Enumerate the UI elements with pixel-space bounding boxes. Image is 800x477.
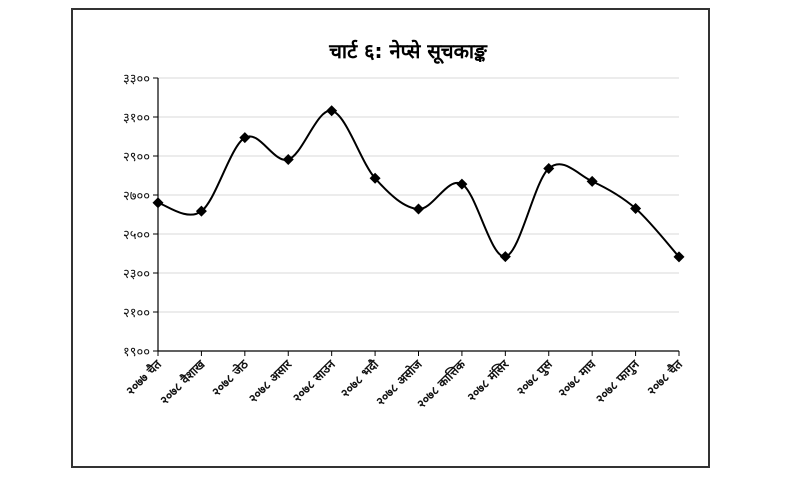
y-tick-label: २७०० <box>123 189 150 204</box>
x-tick-label: २०७७ चैत <box>123 356 165 398</box>
chart-title: चार्ट ६: नेप्से सूचकाङ्क <box>328 39 488 64</box>
data-point <box>326 105 338 117</box>
data-point <box>543 162 555 174</box>
x-tick-label: २०७८ असार <box>246 356 295 405</box>
x-tick-label: २०७८ मंसिर <box>464 356 512 404</box>
chart-frame <box>71 8 710 468</box>
data-point <box>413 203 424 215</box>
data-point <box>369 172 381 184</box>
x-tick-label: २०७८ साउन <box>290 356 339 405</box>
x-tick-label: २०७८ चैत <box>644 356 686 398</box>
data-point <box>195 205 207 217</box>
y-axis: १९०० २१०० २३०० २५०० २७०० २९०० ३१०० ३३०० <box>123 72 159 360</box>
data-point <box>152 197 164 209</box>
data-point <box>630 202 642 214</box>
y-tick-label: ३१०० <box>123 111 150 126</box>
y-tick-label: २५०० <box>123 228 150 243</box>
y-tick-label: २१०० <box>123 306 150 321</box>
y-tick-label: २३०० <box>123 267 150 282</box>
grid-lines <box>158 77 679 313</box>
x-tick-label: २०७८ फागुन <box>593 356 643 406</box>
data-point <box>673 251 685 263</box>
x-tick-label: २०७८ भदौ <box>338 357 382 401</box>
data-point <box>282 154 294 166</box>
x-tick-label: २०७८ कात्तिक <box>414 357 468 411</box>
series-line <box>157 109 680 258</box>
x-tick-label: २०७८ माघ <box>555 357 598 400</box>
y-tick-label: २९०० <box>123 150 150 165</box>
x-tick-label: २०७८ जेठ <box>209 356 251 398</box>
data-point <box>586 175 598 187</box>
data-point <box>499 251 511 263</box>
y-tick-label: ३३०० <box>123 72 150 87</box>
series-group <box>152 105 685 263</box>
data-point <box>456 178 468 190</box>
data-point <box>239 132 251 144</box>
x-tick-label: २०७८ वैशाख <box>157 356 208 407</box>
x-tick-label: २०७८ पुस <box>514 357 556 399</box>
y-tick-label: १९०० <box>123 345 150 360</box>
